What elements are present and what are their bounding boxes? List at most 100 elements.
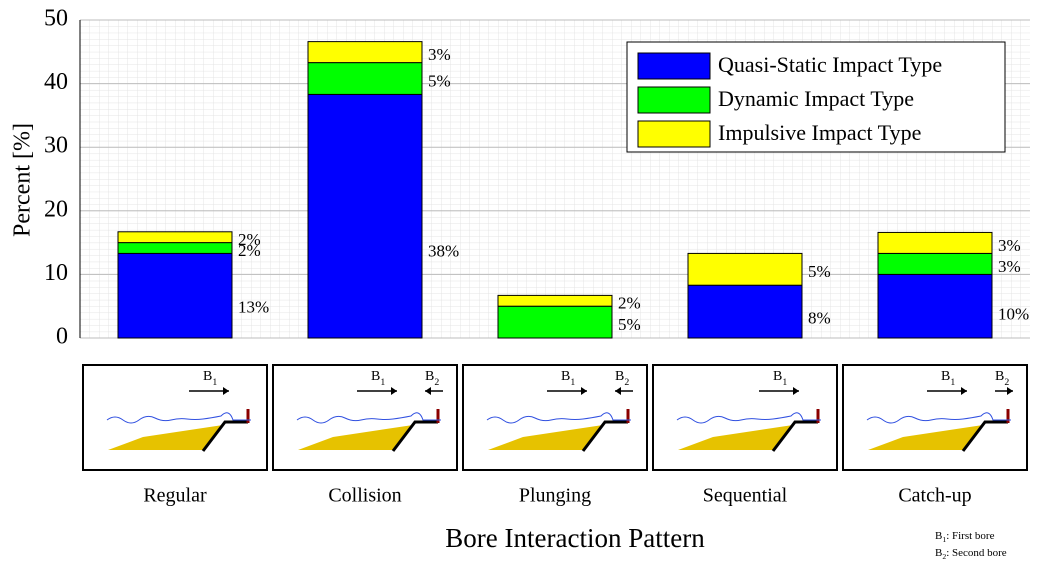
legend-swatch (637, 120, 711, 148)
arrow-head (1007, 387, 1013, 395)
structure (201, 420, 248, 452)
bar-segment (877, 252, 993, 275)
bar-segment (497, 305, 613, 339)
label-text: : First bore (946, 530, 994, 542)
arrow-head (425, 387, 431, 395)
label-subscript: 1 (782, 377, 787, 388)
legend-swatch (637, 86, 711, 114)
data-label: 2% (238, 241, 261, 260)
data-label: 2% (238, 230, 261, 249)
y-tick-label: 20 (44, 196, 68, 222)
panel (652, 364, 838, 471)
data-label: 8% (808, 308, 831, 327)
arrow-head (391, 387, 397, 395)
data-label: 5% (618, 315, 641, 334)
label-text: : Second bore (946, 547, 1007, 559)
bar-segment (877, 231, 993, 254)
label-base: B (941, 369, 950, 384)
data-label: 3% (998, 236, 1021, 255)
arrow-head (615, 387, 621, 395)
data-label: 3% (998, 257, 1021, 276)
label-base: B (371, 369, 380, 384)
arrow-label: B1 (371, 369, 385, 388)
x-tick-label: Collision (328, 485, 401, 507)
label-base: B (425, 369, 434, 384)
beach (298, 425, 413, 450)
structure (581, 420, 628, 452)
x-tick-label: Sequential (703, 485, 788, 507)
y-axis-label: Percent [%] (10, 123, 36, 237)
arrow-head (961, 387, 967, 395)
data-label: 3% (428, 45, 451, 64)
water-surface (676, 412, 821, 424)
arrow-label: B2 (615, 369, 629, 388)
label-base: B (995, 369, 1004, 384)
y-tick-label: 0 (56, 324, 68, 350)
y-tick-label: 50 (44, 6, 68, 32)
beach (868, 425, 983, 450)
label-base: B (935, 530, 942, 542)
label-base: B (773, 369, 782, 384)
bar-segment (687, 284, 803, 339)
data-label: 2% (618, 294, 641, 313)
x-tick-label: Plunging (519, 485, 591, 507)
label-subscript: 1 (570, 377, 575, 388)
bar-segment (497, 294, 613, 307)
label-subscript: 1 (942, 535, 946, 544)
structure (391, 420, 438, 452)
bar-segment (117, 252, 233, 339)
y-tick-label: 30 (44, 133, 68, 159)
label-subscript: 2 (434, 377, 439, 388)
water-surface (106, 412, 251, 424)
footnote: B1: First bore (935, 530, 995, 545)
beach (108, 425, 223, 450)
structure (771, 420, 818, 452)
water-surface (866, 412, 1011, 424)
water-surface (486, 412, 631, 424)
arrow-label: B2 (425, 369, 439, 388)
bar-segment (307, 41, 423, 64)
x-tick-label: Regular (143, 485, 207, 507)
label-subscript: 1 (950, 377, 955, 388)
label-base: B (615, 369, 624, 384)
arrow-label: B1 (561, 369, 575, 388)
label-subscript: 1 (212, 377, 217, 388)
arrow-head (223, 387, 229, 395)
data-label: 13% (238, 297, 269, 316)
label-base: B (203, 369, 212, 384)
arrow-head (581, 387, 587, 395)
bar-segment (307, 62, 423, 95)
label-base: B (561, 369, 570, 384)
panel (842, 364, 1028, 471)
beach (678, 425, 793, 450)
arrow-label: B2 (995, 369, 1009, 388)
legend-label: Dynamic Impact Type (718, 86, 914, 111)
arrow-label: B1 (203, 369, 217, 388)
label-subscript: 2 (624, 377, 629, 388)
bar-segment (877, 273, 993, 339)
legend-swatch (637, 52, 711, 80)
panel (82, 364, 268, 471)
label-base: B (935, 547, 942, 559)
panel (462, 364, 648, 471)
data-label: 10% (998, 305, 1029, 324)
legend-label: Quasi-Static Impact Type (718, 52, 942, 77)
arrow-head (793, 387, 799, 395)
beach (488, 425, 603, 450)
arrow-label: B1 (773, 369, 787, 388)
bar-segment (687, 252, 803, 286)
water-surface (296, 412, 441, 424)
structure (961, 420, 1008, 452)
bar-segment (307, 93, 423, 339)
data-label: 38% (428, 242, 459, 261)
arrow-label: B1 (941, 369, 955, 388)
footnote: B2: Second bore (935, 547, 1007, 561)
x-axis-label: Bore Interaction Pattern (445, 523, 705, 553)
data-label: 5% (428, 71, 451, 90)
data-label: 5% (808, 262, 831, 281)
panel (272, 364, 458, 471)
bar-segment (117, 242, 233, 254)
label-subscript: 1 (380, 377, 385, 388)
y-tick-label: 40 (44, 69, 68, 95)
